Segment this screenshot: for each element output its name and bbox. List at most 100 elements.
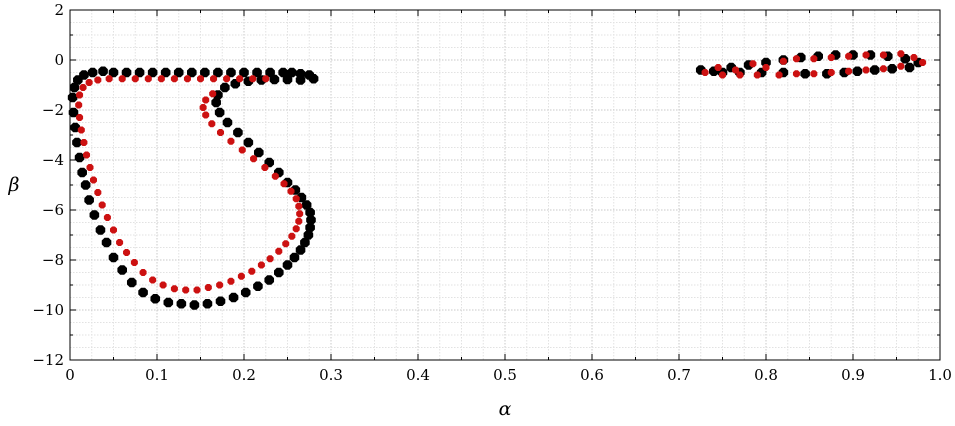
data-point: [130, 258, 138, 267]
data-point: [919, 58, 927, 67]
data-points: [67, 50, 927, 310]
data-point: [845, 67, 853, 75]
data-point: [248, 267, 256, 275]
data-point: [271, 172, 279, 180]
data-point: [249, 75, 257, 83]
data-point: [292, 195, 300, 203]
data-point: [228, 292, 239, 303]
data-point: [173, 67, 184, 78]
data-point: [131, 75, 139, 83]
data-point: [910, 53, 918, 62]
data-point: [86, 163, 94, 172]
data-point: [202, 298, 213, 309]
grid: [69, 9, 941, 361]
data-point: [792, 55, 800, 63]
data-point: [101, 237, 112, 248]
x-tick-label: 0.6: [580, 366, 604, 384]
data-point: [701, 68, 709, 77]
data-point: [77, 167, 87, 178]
data-point: [762, 63, 770, 72]
x-tick-label: 0.1: [145, 366, 169, 384]
data-point: [144, 75, 152, 83]
data-point: [138, 287, 148, 298]
data-point: [236, 75, 244, 83]
data-point: [121, 67, 132, 78]
data-point: [282, 74, 293, 85]
data-point: [85, 78, 93, 87]
x-tick-label: 0: [65, 366, 75, 384]
x-tick-label: 0.4: [406, 366, 430, 384]
data-point: [282, 260, 293, 270]
y-tick-label: −2: [42, 101, 64, 119]
data-point: [196, 75, 205, 83]
x-axis-label: α: [499, 398, 512, 420]
data-point: [176, 298, 187, 309]
data-point: [98, 66, 108, 77]
data-point: [879, 51, 887, 59]
data-point: [126, 277, 137, 288]
data-point: [211, 97, 221, 108]
data-point: [295, 75, 306, 85]
data-point: [202, 111, 210, 119]
data-point: [253, 147, 264, 158]
data-point: [208, 120, 216, 128]
data-point: [116, 238, 124, 247]
data-point: [189, 300, 200, 310]
data-point: [193, 286, 201, 294]
data-point: [810, 70, 818, 78]
data-point: [300, 237, 310, 248]
data-point: [222, 117, 233, 128]
data-point: [80, 138, 88, 147]
data-point: [257, 261, 265, 269]
data-point: [70, 122, 81, 133]
data-point: [150, 293, 161, 304]
data-point: [139, 268, 147, 277]
x-tick-label: 0.2: [232, 366, 256, 384]
data-point: [134, 67, 145, 78]
data-point: [89, 176, 97, 184]
data-point: [296, 210, 304, 218]
data-point: [75, 101, 83, 109]
data-point: [159, 281, 167, 289]
data-point: [264, 275, 275, 285]
data-point: [275, 247, 283, 255]
data-point: [714, 63, 722, 72]
data-point: [187, 67, 197, 78]
data-point: [77, 126, 85, 134]
data-point: [852, 66, 863, 77]
series-black: [67, 50, 924, 310]
data-point: [95, 225, 106, 235]
x-tick-label: 0.3: [319, 366, 343, 384]
x-tick-labels: 0 0.1 0.2 0.3 0.4 0.5 0.6 0.7 0.8 0.9 1.0: [65, 366, 952, 384]
data-point: [288, 232, 296, 240]
x-tick-label: 0.7: [667, 366, 691, 384]
data-point: [887, 63, 897, 74]
data-point: [204, 283, 212, 292]
data-point: [287, 187, 295, 195]
data-point: [250, 155, 258, 163]
y-tick-label: −8: [42, 251, 64, 269]
data-point: [216, 281, 224, 289]
data-point: [149, 276, 157, 284]
data-point: [123, 248, 131, 257]
data-point: [295, 245, 306, 255]
data-point: [269, 74, 280, 85]
data-point: [243, 137, 254, 148]
x-tick-label: 0.9: [841, 366, 865, 384]
data-point: [827, 68, 835, 77]
data-point: [89, 210, 100, 220]
data-point: [87, 67, 98, 78]
data-point: [79, 83, 87, 92]
data-point: [94, 76, 102, 84]
data-point: [862, 66, 870, 74]
data-point: [227, 137, 235, 145]
data-point: [170, 285, 178, 293]
data-point: [83, 151, 91, 159]
data-point: [200, 67, 210, 78]
data-point: [98, 201, 106, 209]
data-point: [103, 213, 111, 222]
data-point: [109, 226, 118, 234]
data-point: [779, 57, 787, 65]
data-point: [84, 195, 94, 205]
